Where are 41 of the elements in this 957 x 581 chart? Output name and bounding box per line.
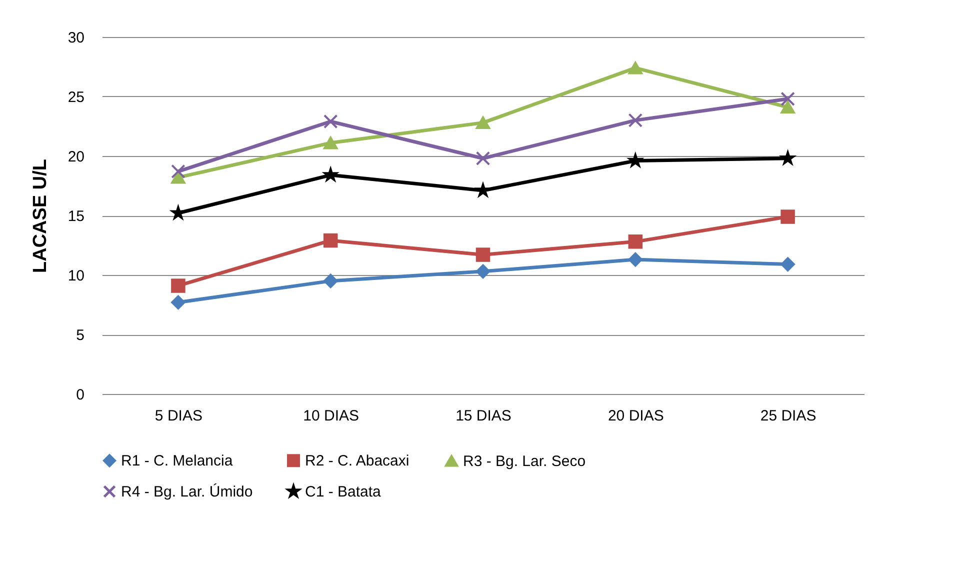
point <box>780 100 795 114</box>
y-tick-label: 15 <box>68 208 84 225</box>
point <box>476 264 490 279</box>
y-tick-label: 0 <box>76 386 84 404</box>
x-tick-label: 5 DIAS <box>154 408 202 424</box>
legend-label: R3 - Bg. Lar. Seco <box>463 452 586 470</box>
point <box>628 62 643 74</box>
point <box>171 171 186 184</box>
point <box>171 164 186 179</box>
y-axis-title: LACASE U/L <box>30 158 51 273</box>
y-tick-label: 20 <box>68 148 84 166</box>
x-tick-label: 15 DIAS <box>456 408 512 424</box>
legend-label: C1 - Batata <box>305 484 382 500</box>
point <box>323 274 338 288</box>
point <box>324 168 338 181</box>
x-tick-label: 20 DIAS <box>608 408 664 424</box>
legend-label: R4 - Bg. Lar. Úmido <box>121 482 253 500</box>
point <box>171 206 186 220</box>
y-tick-label: 10 <box>68 268 84 284</box>
point <box>323 136 338 150</box>
point <box>628 234 643 249</box>
point <box>171 295 186 310</box>
y-tick-label: 25 <box>68 89 84 106</box>
y-tick-label: 30 <box>68 30 84 46</box>
point <box>780 92 795 106</box>
legend-label: R1 - C. Melancia <box>121 452 234 470</box>
point <box>780 210 795 224</box>
x-tick-label: 25 DIAS <box>760 408 816 424</box>
point <box>476 151 490 166</box>
point <box>628 252 643 267</box>
point <box>476 248 490 262</box>
legend-label: R2 - C. Abacaxi <box>305 452 410 470</box>
point <box>628 113 643 128</box>
y-tick-label: 5 <box>76 327 84 344</box>
x-tick-label: 10 DIAS <box>303 408 360 424</box>
point <box>476 116 490 129</box>
point <box>323 233 338 248</box>
point <box>323 114 338 129</box>
point <box>171 278 186 293</box>
point <box>780 257 795 272</box>
point <box>476 183 490 196</box>
